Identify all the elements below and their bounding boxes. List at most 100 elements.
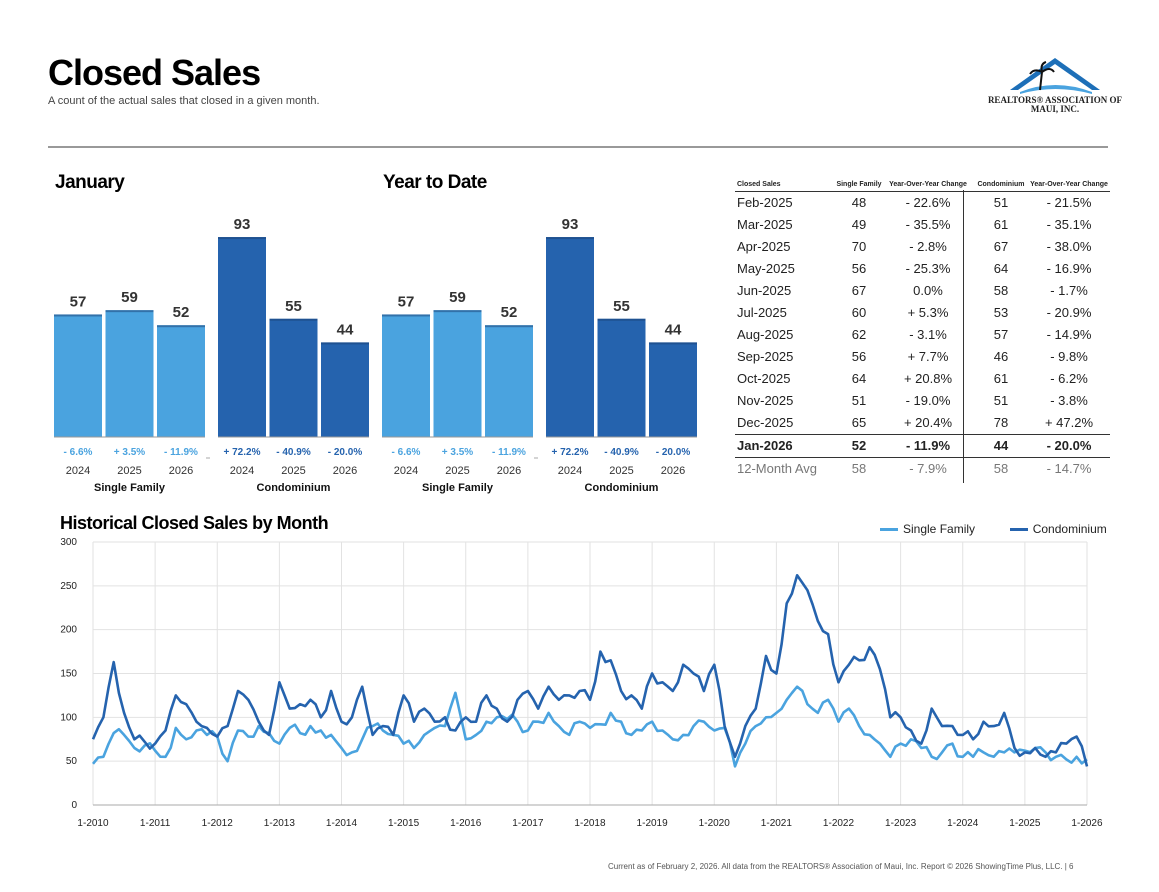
- bar-year-label: 2025: [281, 465, 305, 477]
- bar-top-edge: [485, 325, 533, 328]
- cell-month: Oct-2025: [737, 371, 791, 386]
- y-tick-label: 150: [60, 669, 77, 680]
- cell-month: May-2025: [737, 261, 795, 276]
- x-tick-label: 1-2021: [761, 818, 793, 829]
- cell-condominium: 44: [993, 438, 1009, 453]
- bar-year-label: 2025: [445, 465, 469, 477]
- bar-top-edge: [597, 318, 646, 321]
- x-tick-label: 1-2015: [388, 818, 420, 829]
- bar-year-label: 2026: [169, 465, 193, 477]
- cell-sf-change: - 7.9%: [909, 461, 947, 476]
- monthly-table: Closed Sales Single Family Year-Over-Yea…: [735, 165, 1110, 480]
- bar-change-label: - 6.6%: [64, 447, 93, 458]
- y-tick-label: 0: [71, 800, 77, 811]
- cell-condominium: 61: [993, 217, 1009, 232]
- cell-month: Dec-2025: [737, 415, 794, 430]
- x-tick-label: 1-2012: [202, 818, 234, 829]
- table-row-12-month-avg: 12-Month Avg 58 - 7.9% 58 - 14.7%: [735, 458, 1110, 480]
- bar-change-label: - 11.9%: [164, 447, 198, 458]
- cell-condominium: 51: [993, 195, 1009, 210]
- cell-month: Feb-2025: [737, 195, 793, 210]
- bar-single-family-2025: [105, 310, 154, 437]
- cell-month: Nov-2025: [737, 393, 794, 408]
- table-row: Aug-2025 62 - 3.1% 57 - 14.9%: [735, 324, 1110, 346]
- bar-top-edge: [157, 325, 205, 328]
- bar-value-label: 93: [562, 216, 579, 233]
- bar-value-label: 59: [449, 289, 466, 306]
- x-tick-label: 1-2016: [450, 818, 482, 829]
- ytd-title: Year to Date: [383, 172, 487, 193]
- history-title: Historical Closed Sales by Month: [60, 513, 329, 533]
- bar-single-family-2025: [433, 310, 482, 437]
- col-header-condominium: Condominium: [977, 181, 1025, 188]
- cell-condo-change: - 6.2%: [1050, 371, 1088, 386]
- bar-top-edge: [321, 342, 369, 345]
- cell-sf-change: - 25.3%: [905, 261, 951, 276]
- bar-year-label: 2026: [333, 465, 357, 477]
- cell-condo-change: - 20.9%: [1046, 305, 1092, 320]
- cell-sf-change: - 11.9%: [905, 438, 951, 453]
- table-row: May-2025 56 - 25.3% 64 - 16.9%: [735, 258, 1110, 280]
- x-tick-label: 1-2013: [264, 818, 296, 829]
- series-line-single-family: [91, 685, 1088, 768]
- x-tick-label: 1-2026: [1071, 818, 1103, 829]
- x-tick-label: 1-2017: [512, 818, 544, 829]
- table-row: Dec-2025 65 + 20.4% 78 + 47.2%: [735, 412, 1110, 434]
- table-row: Jan-2026 52 - 11.9% 44 - 20.0%: [735, 434, 1110, 458]
- legend-single-family: Single Family: [903, 522, 976, 536]
- bar-single-family-2024: [54, 314, 102, 437]
- table-row: Apr-2025 70 - 2.8% 67 - 38.0%: [735, 236, 1110, 258]
- bar-value-label: 57: [398, 293, 415, 310]
- bar-group-label: Single Family: [422, 482, 494, 494]
- bar-value-label: 93: [234, 216, 251, 233]
- table-row: Oct-2025 64 + 20.8% 61 - 6.2%: [735, 368, 1110, 390]
- bar-top-edge: [433, 310, 482, 313]
- bar-value-label: 55: [285, 298, 302, 315]
- bar-condominium-2025: [269, 318, 318, 437]
- bar-condominium-2026: [321, 342, 369, 437]
- cell-month: Jul-2025: [737, 305, 787, 320]
- bar-top-edge: [546, 237, 594, 240]
- bar-single-family-2024: [382, 314, 430, 437]
- cell-single-family: 60: [851, 305, 867, 320]
- cell-sf-change: - 2.8%: [909, 239, 947, 254]
- cell-condo-change: - 16.9%: [1046, 261, 1092, 276]
- table-row: Nov-2025 51 - 19.0% 51 - 3.8%: [735, 390, 1110, 412]
- x-tick-label: 1-2020: [699, 818, 731, 829]
- x-tick-label: 1-2010: [77, 818, 109, 829]
- bar-change-label: - 11.9%: [492, 447, 526, 458]
- bar-change-label: - 40.9%: [276, 447, 311, 458]
- cell-month: Mar-2025: [737, 217, 793, 232]
- bar-condominium-2024: [546, 237, 594, 437]
- bar-year-label: 2024: [230, 465, 254, 477]
- table-row: Sep-2025 56 + 7.7% 46 - 9.8%: [735, 346, 1110, 368]
- cell-single-family: 64: [851, 371, 867, 386]
- legend-swatch-condominium: [1009, 528, 1028, 532]
- bar-group-label: Single Family: [94, 482, 166, 494]
- history-legend: Single Family Condominium: [880, 522, 1107, 536]
- header-divider: [48, 146, 1108, 148]
- col-header-single-family: Single Family: [836, 181, 882, 188]
- bar-year-label: 2024: [66, 465, 90, 477]
- table-row: Mar-2025 49 - 35.5% 61 - 35.1%: [735, 214, 1110, 236]
- cell-condominium: 58: [993, 283, 1009, 298]
- legend-swatch-single-family: [880, 528, 898, 532]
- cell-condo-change: - 14.9%: [1046, 327, 1092, 342]
- bar-value-label: 44: [665, 321, 682, 338]
- cell-single-family: 56: [851, 349, 867, 364]
- bar-top-edge: [218, 237, 266, 240]
- col-header-sf-change: Year-Over-Year Change: [889, 181, 967, 188]
- cell-sf-change: 0.0%: [913, 283, 943, 298]
- cell-sf-change: + 7.7%: [907, 349, 949, 364]
- cell-condominium: 64: [993, 261, 1009, 276]
- cell-condominium: 78: [993, 415, 1009, 430]
- cell-month: Jan-2026: [737, 438, 793, 453]
- cell-condo-change: - 9.8%: [1050, 349, 1088, 364]
- bar-year-label: 2024: [558, 465, 582, 477]
- x-tick-label: 1-2018: [574, 818, 606, 829]
- y-tick-label: 100: [60, 712, 77, 723]
- cell-condominium: 51: [993, 393, 1009, 408]
- cell-condominium: 46: [993, 349, 1009, 364]
